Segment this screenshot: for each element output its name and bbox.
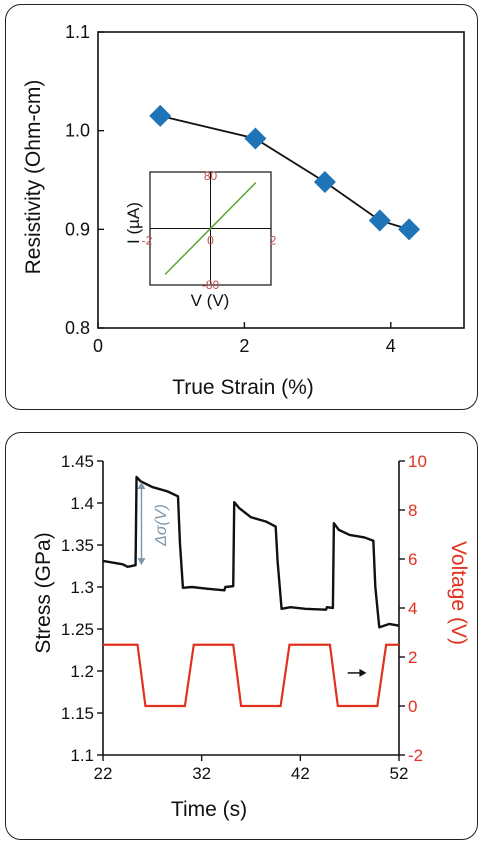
y-tick-label: 1.1 bbox=[65, 22, 90, 42]
x-tick-label: 22 bbox=[94, 764, 113, 783]
y-tick-label: 0.9 bbox=[65, 219, 90, 239]
x-tick-label: 52 bbox=[390, 764, 409, 783]
inset-x-tick-label: -2 bbox=[142, 234, 153, 248]
resistivity-chart: 0 2 4 0.8 0.9 1.0 1.1 -2 0 2 80 -80 True Strain (%… bbox=[22, 22, 465, 399]
resistivity-marks bbox=[149, 104, 421, 241]
y-axis-label: Stress (GPa) bbox=[32, 532, 55, 653]
y-tick-label: 1.15 bbox=[61, 704, 94, 723]
stress-voltage-axes: 22 32 42 52 1.1 1.15 1.2 1.25 1.3 1.35 1.4 1.45 -2 0 2… bbox=[61, 452, 427, 783]
stress-voltage-panel: 22 32 42 52 1.1 1.15 1.2 1.25 1.3 1.35 1.4 1.45 -2 0 2… bbox=[5, 432, 478, 840]
iv-inset: -2 0 2 80 -80 bbox=[142, 169, 277, 292]
inset-y-tick-label: 80 bbox=[204, 169, 218, 183]
x-tick-label: 2 bbox=[239, 336, 249, 356]
y-tick-label: 1.25 bbox=[61, 620, 94, 639]
inset-x-tick-label: 2 bbox=[270, 234, 277, 248]
x-tick-label: 32 bbox=[192, 764, 211, 783]
data-point-diamond bbox=[313, 170, 336, 193]
data-point-diamond bbox=[244, 127, 267, 150]
inset-x-axis-label: V (V) bbox=[191, 291, 230, 310]
stress-series-line bbox=[102, 475, 400, 629]
stress-voltage-chart: 22 32 42 52 1.1 1.15 1.2 1.25 1.3 1.35 1.4 1.45 -2 0 2… bbox=[32, 452, 470, 821]
y-tick-label: 0.8 bbox=[65, 318, 90, 338]
y2-tick-label: 2 bbox=[408, 648, 417, 667]
inset-y-axis-label: I (µA) bbox=[124, 202, 143, 244]
y-tick-label: 1.4 bbox=[70, 494, 94, 513]
data-point-diamond bbox=[149, 104, 172, 127]
resistivity-panel: 0 2 4 0.8 0.9 1.0 1.1 -2 0 2 80 -80 True Strain (%… bbox=[5, 4, 478, 410]
axis-pointer-arrow-head bbox=[359, 668, 367, 677]
y-tick-label: 1.35 bbox=[61, 536, 94, 555]
stress-voltage-marks bbox=[102, 475, 400, 708]
iv-curve bbox=[164, 182, 257, 275]
x-tick-label: 42 bbox=[291, 764, 310, 783]
data-point-diamond bbox=[398, 218, 421, 241]
x-axis-label: Time (s) bbox=[171, 798, 247, 821]
x-axis-label: True Strain (%) bbox=[172, 376, 314, 399]
data-point-diamond bbox=[368, 209, 391, 232]
y2-tick-label: -2 bbox=[408, 746, 423, 765]
y-tick-label: 1.45 bbox=[61, 452, 94, 471]
delta-arrow-head-down bbox=[137, 558, 146, 566]
x-tick-label: 0 bbox=[93, 336, 103, 356]
right-y-axis-label: Voltage (V) bbox=[447, 541, 470, 645]
y2-tick-label: 10 bbox=[408, 452, 427, 471]
x-tick-label: 4 bbox=[386, 336, 396, 356]
resistivity-axes: 0 2 4 0.8 0.9 1.0 1.1 bbox=[65, 22, 465, 356]
y-tick-label: 1.2 bbox=[70, 662, 94, 681]
plot-frame bbox=[97, 31, 465, 329]
y-axis-label: Resistivity (Ohm-cm) bbox=[22, 80, 45, 275]
y2-tick-label: 8 bbox=[408, 501, 417, 520]
voltage-series-line bbox=[103, 643, 399, 708]
y2-tick-label: 6 bbox=[408, 550, 417, 569]
y2-tick-label: 4 bbox=[408, 599, 417, 618]
inset-x-tick-label: 0 bbox=[207, 234, 214, 248]
y2-tick-label: 0 bbox=[408, 697, 417, 716]
y-tick-label: 1.3 bbox=[70, 578, 94, 597]
inset-y-tick-label: -80 bbox=[202, 278, 220, 292]
y-tick-label: 1.0 bbox=[65, 121, 90, 141]
delta-sigma-annotation: Δσ(V) bbox=[153, 504, 170, 547]
delta-arrow-head-up bbox=[137, 482, 146, 489]
y-tick-label: 1.1 bbox=[70, 746, 94, 765]
